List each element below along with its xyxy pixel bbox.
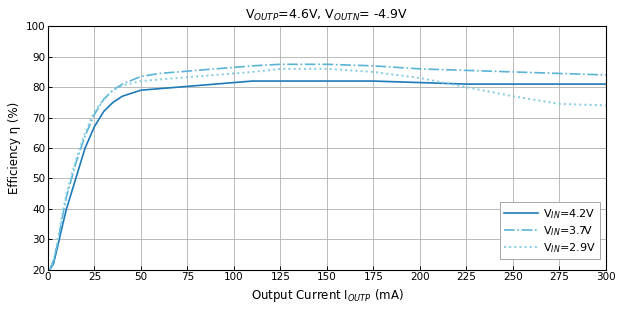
V$_{IN}$=2.9V [276, 67, 284, 71]
V$_{IN}$=3.7V [90, 113, 98, 116]
V$_{IN}$=3.7V [230, 66, 238, 69]
V$_{IN}$=3.7V [212, 67, 219, 71]
V$_{IN}$=3.7V [369, 64, 377, 68]
V$_{IN}$=2.9V [90, 110, 98, 113]
V$_{IN}$=3.7V [50, 259, 57, 262]
V$_{IN}$=2.9V [63, 192, 71, 196]
Line: V$_{IN}$=2.9V: V$_{IN}$=2.9V [50, 69, 606, 270]
V$_{IN}$=2.9V [100, 97, 107, 101]
V$_{IN}$=3.7V [119, 82, 126, 86]
V$_{IN}$=3.7V [109, 88, 117, 92]
V$_{IN}$=4.2V [137, 88, 145, 92]
V$_{IN}$=4.2V [323, 79, 331, 83]
Legend: V$_{IN}$=4.2V, V$_{IN}$=3.7V, V$_{IN}$=2.9V: V$_{IN}$=4.2V, V$_{IN}$=3.7V, V$_{IN}$=2… [500, 202, 600, 259]
V$_{IN}$=3.7V [156, 71, 163, 75]
V$_{IN}$=4.2V [100, 110, 107, 113]
V$_{IN}$=4.2V [462, 82, 470, 86]
V$_{IN}$=3.7V [193, 69, 200, 72]
V$_{IN}$=2.9V [50, 259, 57, 262]
V$_{IN}$=2.9V [46, 268, 54, 271]
V$_{IN}$=4.2V [249, 79, 256, 83]
V$_{IN}$=3.7V [81, 134, 89, 138]
X-axis label: Output Current I$_{OUTP}$ (mA): Output Current I$_{OUTP}$ (mA) [250, 287, 403, 304]
V$_{IN}$=3.7V [602, 73, 610, 77]
V$_{IN}$=2.9V [174, 76, 182, 80]
V$_{IN}$=2.9V [323, 67, 331, 71]
V$_{IN}$=4.2V [109, 100, 117, 104]
V$_{IN}$=2.9V [509, 95, 517, 98]
Y-axis label: Efficiency η (%): Efficiency η (%) [8, 102, 21, 194]
V$_{IN}$=3.7V [462, 69, 470, 72]
V$_{IN}$=4.2V [212, 82, 219, 86]
V$_{IN}$=3.7V [100, 97, 107, 101]
V$_{IN}$=4.2V [46, 268, 54, 271]
V$_{IN}$=4.2V [230, 81, 238, 85]
V$_{IN}$=4.2V [369, 79, 377, 83]
V$_{IN}$=4.2V [54, 246, 61, 250]
V$_{IN}$=4.2V [509, 82, 517, 86]
V$_{IN}$=3.7V [137, 75, 145, 78]
V$_{IN}$=4.2V [276, 79, 284, 83]
V$_{IN}$=2.9V [59, 210, 67, 214]
V$_{IN}$=4.2V [81, 146, 89, 150]
V$_{IN}$=2.9V [81, 131, 89, 135]
V$_{IN}$=3.7V [59, 213, 67, 217]
V$_{IN}$=3.7V [323, 62, 331, 66]
V$_{IN}$=4.2V [72, 177, 79, 180]
V$_{IN}$=2.9V [119, 84, 126, 87]
V$_{IN}$=4.2V [602, 82, 610, 86]
V$_{IN}$=3.7V [416, 67, 424, 71]
V$_{IN}$=2.9V [193, 75, 200, 78]
Title: V$_{OUTP}$=4.6V, V$_{OUTN}$= -4.9V: V$_{OUTP}$=4.6V, V$_{OUTN}$= -4.9V [245, 8, 409, 23]
V$_{IN}$=3.7V [509, 70, 517, 74]
V$_{IN}$=2.9V [602, 104, 610, 107]
V$_{IN}$=2.9V [416, 76, 424, 80]
V$_{IN}$=4.2V [59, 222, 67, 226]
V$_{IN}$=2.9V [156, 78, 163, 81]
V$_{IN}$=3.7V [54, 243, 61, 247]
V$_{IN}$=3.7V [72, 161, 79, 165]
V$_{IN}$=2.9V [555, 102, 563, 106]
V$_{IN}$=3.7V [46, 268, 54, 271]
V$_{IN}$=4.2V [90, 125, 98, 129]
V$_{IN}$=4.2V [555, 82, 563, 86]
V$_{IN}$=2.9V [462, 85, 470, 89]
V$_{IN}$=3.7V [276, 62, 284, 66]
V$_{IN}$=2.9V [212, 73, 219, 77]
V$_{IN}$=2.9V [109, 88, 117, 92]
V$_{IN}$=3.7V [63, 195, 71, 198]
Line: V$_{IN}$=4.2V: V$_{IN}$=4.2V [50, 81, 606, 270]
V$_{IN}$=4.2V [63, 207, 71, 211]
V$_{IN}$=2.9V [369, 70, 377, 74]
V$_{IN}$=2.9V [137, 79, 145, 83]
Line: V$_{IN}$=3.7V: V$_{IN}$=3.7V [50, 64, 606, 270]
V$_{IN}$=4.2V [416, 81, 424, 85]
V$_{IN}$=4.2V [174, 85, 182, 89]
V$_{IN}$=3.7V [249, 64, 256, 68]
V$_{IN}$=4.2V [119, 95, 126, 98]
V$_{IN}$=2.9V [72, 158, 79, 162]
V$_{IN}$=2.9V [249, 70, 256, 74]
V$_{IN}$=3.7V [555, 71, 563, 75]
V$_{IN}$=3.7V [174, 70, 182, 74]
V$_{IN}$=4.2V [193, 84, 200, 87]
V$_{IN}$=4.2V [50, 262, 57, 266]
V$_{IN}$=4.2V [156, 87, 163, 90]
V$_{IN}$=2.9V [230, 71, 238, 75]
V$_{IN}$=2.9V [54, 241, 61, 244]
